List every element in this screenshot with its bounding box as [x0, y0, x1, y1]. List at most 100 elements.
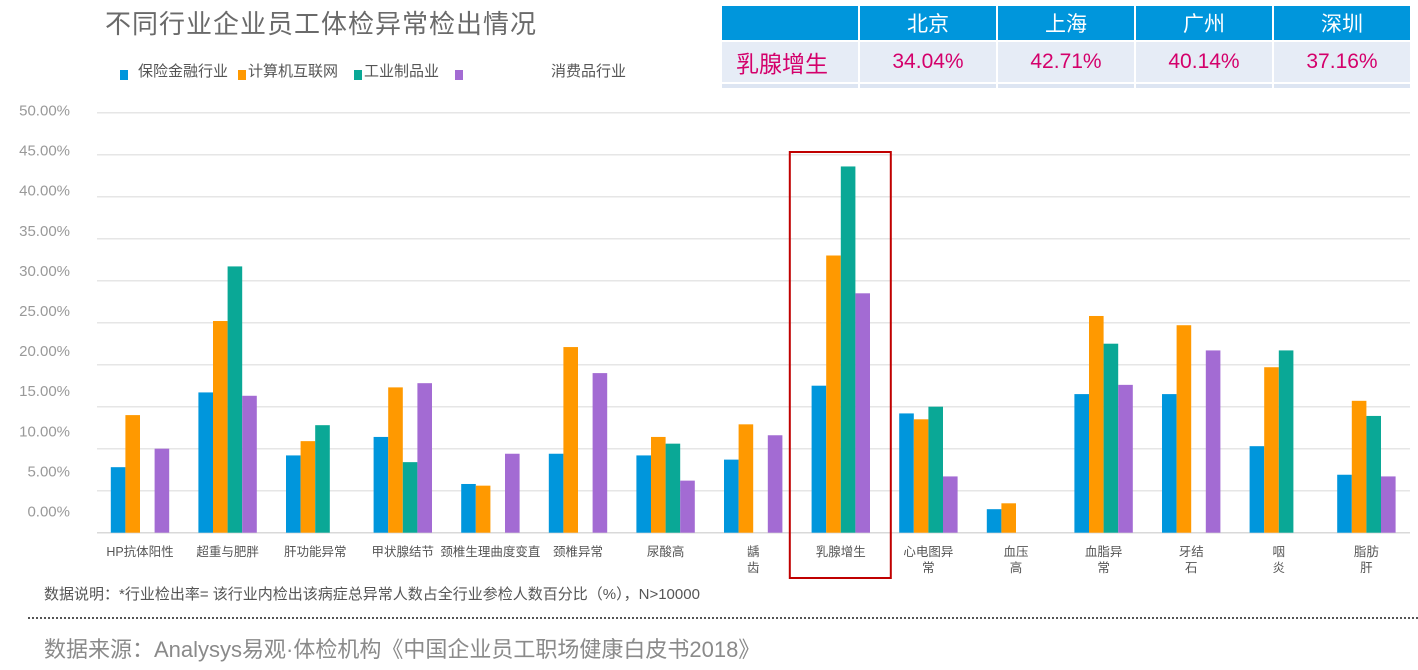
x-tick-label: 血脂异常: [1085, 544, 1123, 575]
bar-0-11: [1074, 394, 1089, 533]
bar-0-2: [286, 455, 301, 533]
bar-1-0: [125, 415, 140, 533]
bar-2-13: [1278, 350, 1294, 533]
bar-0-4: [461, 483, 476, 533]
table-row-label: 乳腺增生: [722, 42, 858, 82]
bar-0-5: [548, 453, 564, 533]
bar-2-9: [928, 406, 943, 533]
y-tick-label: 45.00%: [19, 143, 70, 160]
table-cell: 34.04%: [860, 42, 996, 82]
bar-1-12: [1176, 325, 1192, 533]
bar-3-1: [242, 395, 257, 533]
bar-0-7: [724, 459, 739, 533]
x-tick-label: 血压高: [1003, 545, 1028, 575]
y-tick-label: 35.00%: [19, 223, 70, 240]
bar-3-3: [417, 383, 432, 533]
legend-item-consumer: 消费品行业: [455, 60, 626, 81]
x-tick-label: 甲状腺结节: [372, 545, 435, 559]
x-tick-label: 牙结石: [1179, 545, 1204, 575]
y-tick-label: 20.00%: [19, 343, 70, 360]
bar-1-2: [300, 441, 316, 533]
table-header-cell: 广州: [1136, 6, 1272, 40]
bar-2-14: [1366, 415, 1381, 533]
table-cell: 40.14%: [1136, 42, 1272, 82]
y-tick-label: 5.00%: [27, 463, 70, 480]
dotted-divider: [28, 617, 1418, 619]
legend-item-finance: 保险金融行业: [120, 60, 228, 81]
bar-1-3: [388, 387, 403, 533]
table-cell: 37.16%: [1274, 42, 1410, 82]
legend-swatch: [238, 69, 246, 80]
legend-swatch: [455, 69, 463, 80]
legend-swatch: [354, 69, 362, 80]
bar-1-11: [1089, 315, 1104, 533]
bar-1-13: [1264, 367, 1279, 533]
bar-3-4: [505, 453, 520, 533]
y-tick-label: 0.00%: [27, 504, 70, 521]
x-tick-label: HP抗体阳性: [106, 544, 173, 559]
bar-3-0: [154, 448, 170, 533]
x-tick-label: 超重与肥胖: [196, 544, 259, 559]
bar-0-10: [986, 509, 1002, 533]
bar-0-14: [1337, 474, 1352, 533]
bar-3-6: [680, 480, 695, 533]
bar-1-10: [1001, 503, 1016, 533]
legend-label: 计算机互联网: [248, 63, 339, 80]
x-tick-label: 乳腺增生: [816, 544, 866, 559]
bar-1-14: [1351, 400, 1367, 533]
bar-1-4: [475, 485, 491, 533]
city-comparison-table: 北京 上海 广州 深圳 乳腺增生 34.04% 42.71% 40.14% 37…: [722, 6, 1412, 88]
x-tick-label: 脂肪肝: [1354, 544, 1379, 575]
bar-3-8: [855, 293, 870, 533]
bar-3-12: [1205, 350, 1221, 533]
table-row-partial: [722, 82, 1412, 88]
bar-2-1: [227, 266, 243, 533]
y-tick-label: 40.00%: [19, 183, 70, 200]
bar-3-14: [1381, 476, 1396, 533]
bar-0-6: [636, 455, 651, 533]
legend-item-industrial: 工业制品业: [354, 60, 439, 81]
x-tick-label: 肝功能异常: [284, 545, 347, 559]
x-tick-label: 颈椎生理曲度变直: [440, 544, 540, 559]
bar-0-3: [373, 436, 389, 533]
data-note: 数据说明：*行业检出率= 该行业内检出该病症总异常人数占全行业参检人数百分比（%…: [44, 586, 700, 603]
x-tick-label: 咽炎: [1273, 545, 1286, 575]
legend-label: 工业制品业: [364, 63, 440, 80]
y-tick-label: 30.00%: [19, 263, 70, 280]
bar-1-6: [651, 436, 666, 533]
table-header-cell: 北京: [860, 6, 996, 40]
bar-0-0: [110, 467, 126, 533]
legend-item-internet: 计算机互联网: [238, 60, 338, 81]
chart-title: 不同行业企业员工体检异常检出情况: [105, 9, 538, 39]
bar-3-11: [1118, 384, 1133, 533]
bar-1-8: [826, 255, 841, 533]
bar-0-8: [811, 385, 827, 533]
bar-2-8: [840, 166, 856, 533]
bar-1-9: [913, 419, 929, 533]
bar-0-13: [1249, 446, 1265, 533]
y-tick-label: 10.00%: [19, 423, 70, 440]
bar-1-7: [738, 424, 754, 533]
y-tick-label: 50.00%: [19, 103, 70, 120]
bar-2-6: [665, 443, 681, 533]
bar-0-12: [1162, 394, 1177, 533]
legend-swatch: [120, 69, 128, 80]
bar-2-2: [315, 425, 330, 533]
y-tick-label: 25.00%: [19, 303, 70, 320]
bar-3-9: [943, 476, 958, 533]
bar-1-5: [563, 347, 578, 533]
x-tick-label: 颈椎异常: [553, 544, 603, 559]
bar-2-3: [402, 462, 418, 533]
bar-1-1: [213, 321, 228, 533]
data-source: 数据来源：Analysys易观·体检机构《中国企业员工职场健康白皮书2018》: [44, 637, 761, 662]
table-header-row: 北京 上海 广州 深圳: [722, 6, 1412, 40]
x-tick-label: 尿酸高: [647, 544, 685, 559]
bar-3-7: [767, 435, 783, 533]
legend-label: 保险金融行业: [138, 63, 229, 80]
table-header-corner: [722, 6, 858, 40]
table-header-cell: 深圳: [1274, 6, 1410, 40]
legend-label: 消费品行业: [551, 63, 627, 80]
bar-0-1: [198, 392, 213, 533]
table-header-cell: 上海: [998, 6, 1134, 40]
